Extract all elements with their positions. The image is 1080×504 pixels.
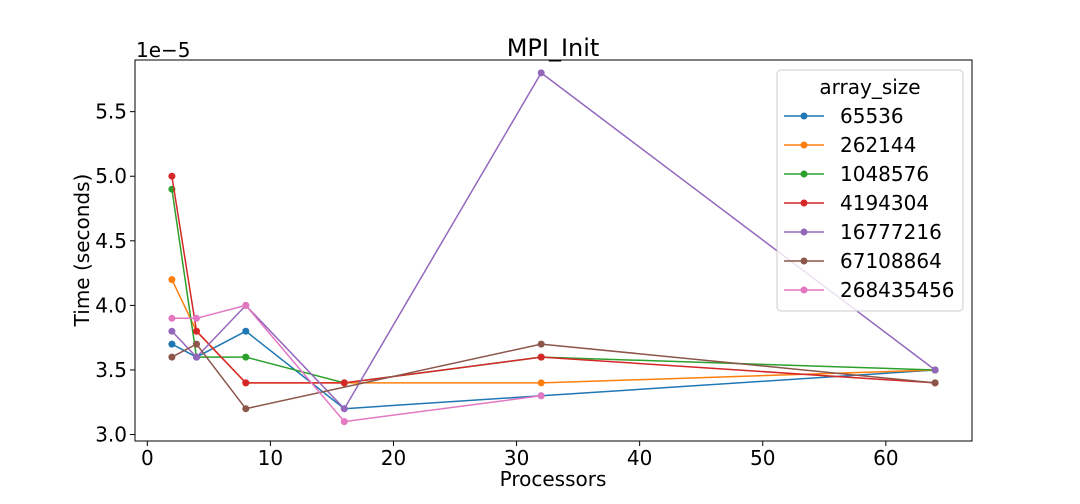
- data-point: [193, 327, 200, 335]
- data-point: [931, 379, 939, 387]
- series-line: [171, 71, 936, 410]
- series-67108864: [168, 340, 939, 413]
- legend-item: 65536: [784, 104, 904, 128]
- legend-box: [776, 69, 964, 312]
- series-65536: [168, 327, 939, 413]
- x-tick-label: 20: [381, 446, 406, 470]
- series-line: [171, 330, 936, 410]
- data-point: [340, 418, 348, 426]
- y-tick-label: 3.5: [95, 358, 127, 382]
- legend-label: 65536: [840, 104, 904, 128]
- data-point: [242, 353, 250, 361]
- data-point: [168, 172, 176, 180]
- legend-swatch-marker: [800, 112, 808, 120]
- legend-item: 4194304: [784, 191, 929, 215]
- legend-label: 268435456: [840, 278, 955, 302]
- data-point: [340, 379, 348, 387]
- legend-swatch-marker: [800, 286, 808, 294]
- legend-swatch-marker: [800, 199, 808, 207]
- data-point: [537, 392, 545, 400]
- legend-swatch-marker: [800, 228, 808, 236]
- series-layer: [168, 69, 939, 426]
- legend-label: 4194304: [840, 191, 929, 215]
- legend-item: 16777216: [784, 220, 942, 244]
- legend-label: 16777216: [840, 220, 942, 244]
- x-tick-label: 30: [504, 446, 529, 470]
- y-tick-label: 4.5: [95, 229, 127, 253]
- y-tick-label: 5.0: [95, 164, 127, 188]
- legend-swatch-marker: [800, 257, 808, 265]
- data-point: [193, 314, 200, 322]
- x-tick-label: 40: [627, 446, 652, 470]
- y-tick-label: 5.5: [95, 100, 127, 124]
- axes-frame: [134, 59, 973, 442]
- data-point: [537, 340, 545, 348]
- data-point: [931, 366, 939, 374]
- x-axis-label: Processors: [500, 467, 607, 491]
- data-point: [168, 340, 176, 348]
- data-point: [242, 327, 250, 335]
- legend-item: 1048576: [784, 162, 929, 186]
- x-tick-label: 50: [750, 446, 775, 470]
- data-point: [537, 69, 545, 77]
- series-4194304: [168, 172, 939, 387]
- data-point: [168, 353, 176, 361]
- data-point: [537, 353, 545, 361]
- data-point: [168, 314, 176, 322]
- y-offset-label: 1e−5: [136, 38, 191, 62]
- chart-title: MPI_Init: [507, 34, 600, 62]
- x-tick-label: 10: [258, 446, 283, 470]
- data-point: [193, 353, 200, 361]
- data-point: [242, 405, 250, 413]
- x-tick-label: 0: [141, 446, 154, 470]
- data-point: [168, 327, 176, 335]
- legend-swatch-marker: [800, 170, 808, 178]
- legend-item: 268435456: [784, 278, 955, 302]
- legend-label: 262144: [840, 133, 916, 157]
- legend-label: 1048576: [840, 162, 929, 186]
- y-tick-label: 3.0: [95, 423, 127, 447]
- y-tick-label: 4.0: [95, 293, 127, 317]
- data-point: [340, 405, 348, 413]
- legend-item: 262144: [784, 133, 916, 157]
- legend-label: 67108864: [840, 249, 942, 273]
- legend-item: 67108864: [784, 249, 942, 273]
- legend: array_size 65536 262144 1048576 4194304 16777…: [776, 69, 964, 312]
- series-268435456: [168, 301, 545, 426]
- legend-title: array_size: [819, 75, 920, 99]
- axes-layer: 0 10 20 30 40 50 60 3.0 3.5 4.0 4.5 5.0 5.5: [95, 59, 973, 470]
- data-point: [537, 379, 545, 387]
- data-point: [242, 379, 250, 387]
- data-point: [193, 340, 200, 348]
- y-axis-label: Time (seconds): [70, 174, 94, 328]
- data-point: [168, 276, 176, 284]
- series-line: [171, 176, 936, 384]
- legend-swatch-marker: [800, 141, 808, 149]
- series-line: [171, 189, 936, 384]
- x-tick-label: 60: [873, 446, 898, 470]
- data-point: [242, 301, 250, 309]
